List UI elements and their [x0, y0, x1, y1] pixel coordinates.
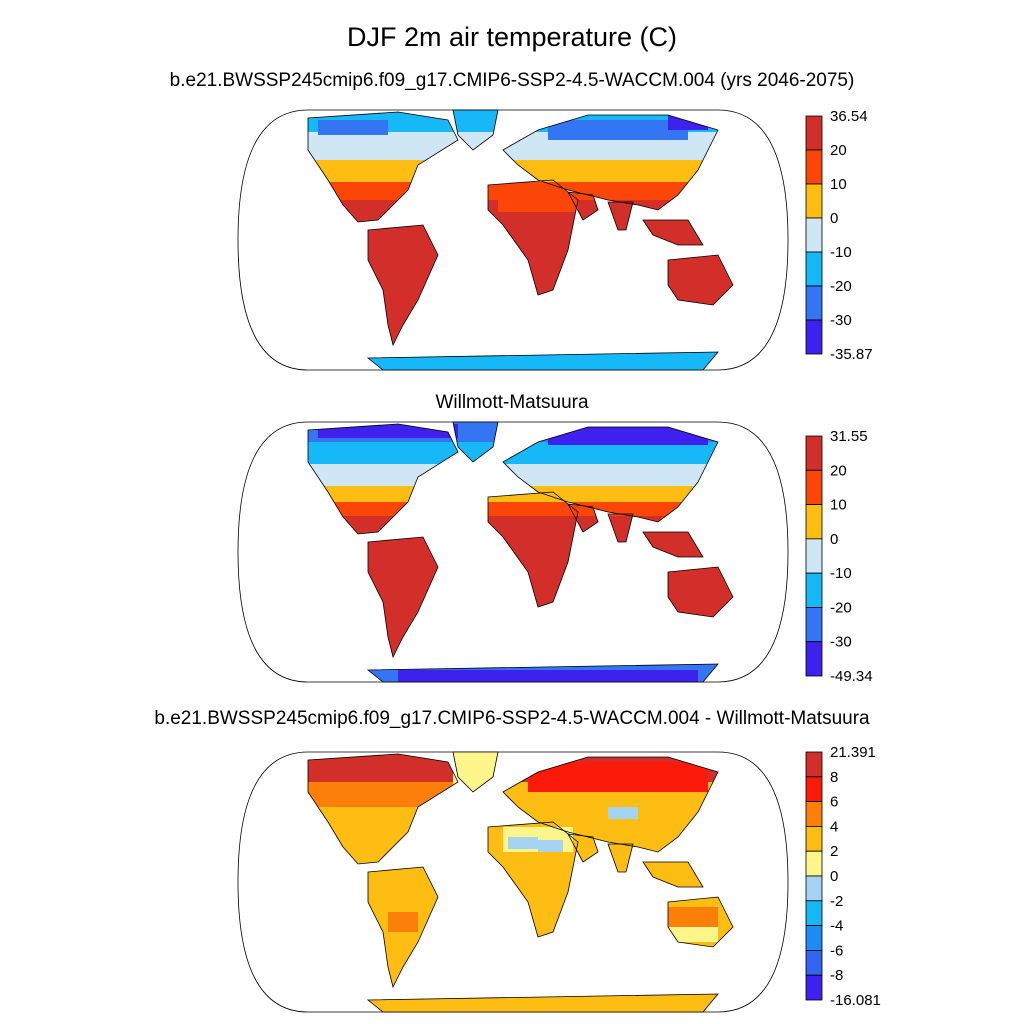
colorbar-swatch [805, 607, 823, 643]
colorbar-label: -20 [830, 278, 852, 295]
colorbar-label: 10 [830, 497, 847, 514]
colorbar-swatch [805, 641, 823, 677]
colorbar-label: -16.081 [830, 992, 881, 1009]
colorbar-label: 0 [830, 210, 838, 227]
colorbar-label: 2 [830, 843, 838, 860]
colorbar-label: -10 [830, 244, 852, 261]
panel-2-title: Willmott-Matsuura [435, 392, 589, 413]
colorbar-swatch [805, 217, 823, 253]
colorbar-label: 36.54 [830, 108, 868, 125]
colorbar-label: -30 [830, 634, 852, 651]
panel-3-map [237, 751, 789, 1013]
colorbar-label: 8 [830, 769, 838, 786]
colorbar-swatch [805, 572, 823, 608]
colorbar-label: -30 [830, 312, 852, 329]
colorbar-swatch [805, 183, 823, 219]
colorbar-label: 4 [830, 818, 838, 835]
colorbar-label: 31.55 [830, 428, 868, 445]
colorbar-label: -2 [830, 893, 843, 910]
colorbar-swatch [805, 319, 823, 355]
panel-2-map [237, 421, 789, 683]
colorbar-label: -8 [830, 967, 843, 984]
colorbar-swatch [805, 826, 823, 852]
colorbar-swatch [805, 900, 823, 926]
figure-title: DJF 2m air temperature (C) [346, 22, 678, 52]
colorbar-label: 21.391 [830, 744, 876, 761]
colorbar-swatch [805, 285, 823, 321]
colorbar-swatch [805, 801, 823, 827]
colorbar-label: 0 [830, 531, 838, 548]
colorbar-swatch [805, 875, 823, 902]
colorbar-label: -4 [830, 918, 843, 935]
panel-3-colorbar: 21.391 8 6 4 2 0 -2 -4 -6 -8 -16.081 [805, 744, 881, 1009]
colorbar-swatch [805, 925, 823, 951]
colorbar-swatch [805, 469, 823, 505]
panel-1-map [237, 109, 789, 371]
colorbar-label: 6 [830, 794, 838, 811]
colorbar-swatch [805, 538, 823, 574]
colorbar-swatch [805, 435, 823, 471]
panel-2-colorbar: 31.55 20 10 0 -10 -20 -30 -49.34 [805, 428, 873, 685]
colorbar-label: -20 [830, 599, 852, 616]
colorbar-label: 20 [830, 142, 847, 159]
colorbar-label: 0 [830, 868, 838, 885]
colorbar-label: -6 [830, 942, 843, 959]
colorbar-swatch [805, 149, 823, 185]
colorbar-swatch [805, 504, 823, 540]
colorbar-swatch [805, 751, 823, 778]
colorbar-label: 20 [830, 462, 847, 479]
panel-1-title: b.e21.BWSSP245cmip6.f09_g17.CMIP6-SSP2-4… [169, 70, 855, 91]
colorbar-label: -10 [830, 565, 852, 582]
colorbar-swatch [805, 950, 823, 976]
colorbar-swatch [805, 776, 823, 802]
panel-3-title: b.e21.BWSSP245cmip6.f09_g17.CMIP6-SSP2-4… [154, 708, 870, 729]
panel-1-colorbar: 36.54 20 10 0 -10 -20 -30 -35.87 [805, 108, 873, 363]
colorbar-label: -35.87 [830, 346, 873, 363]
colorbar-label: 10 [830, 176, 847, 193]
colorbar-swatch [805, 850, 823, 877]
colorbar-swatch [805, 115, 823, 151]
colorbar-swatch [805, 251, 823, 287]
colorbar-label: -49.34 [830, 668, 873, 685]
colorbar-swatch [805, 974, 823, 1001]
